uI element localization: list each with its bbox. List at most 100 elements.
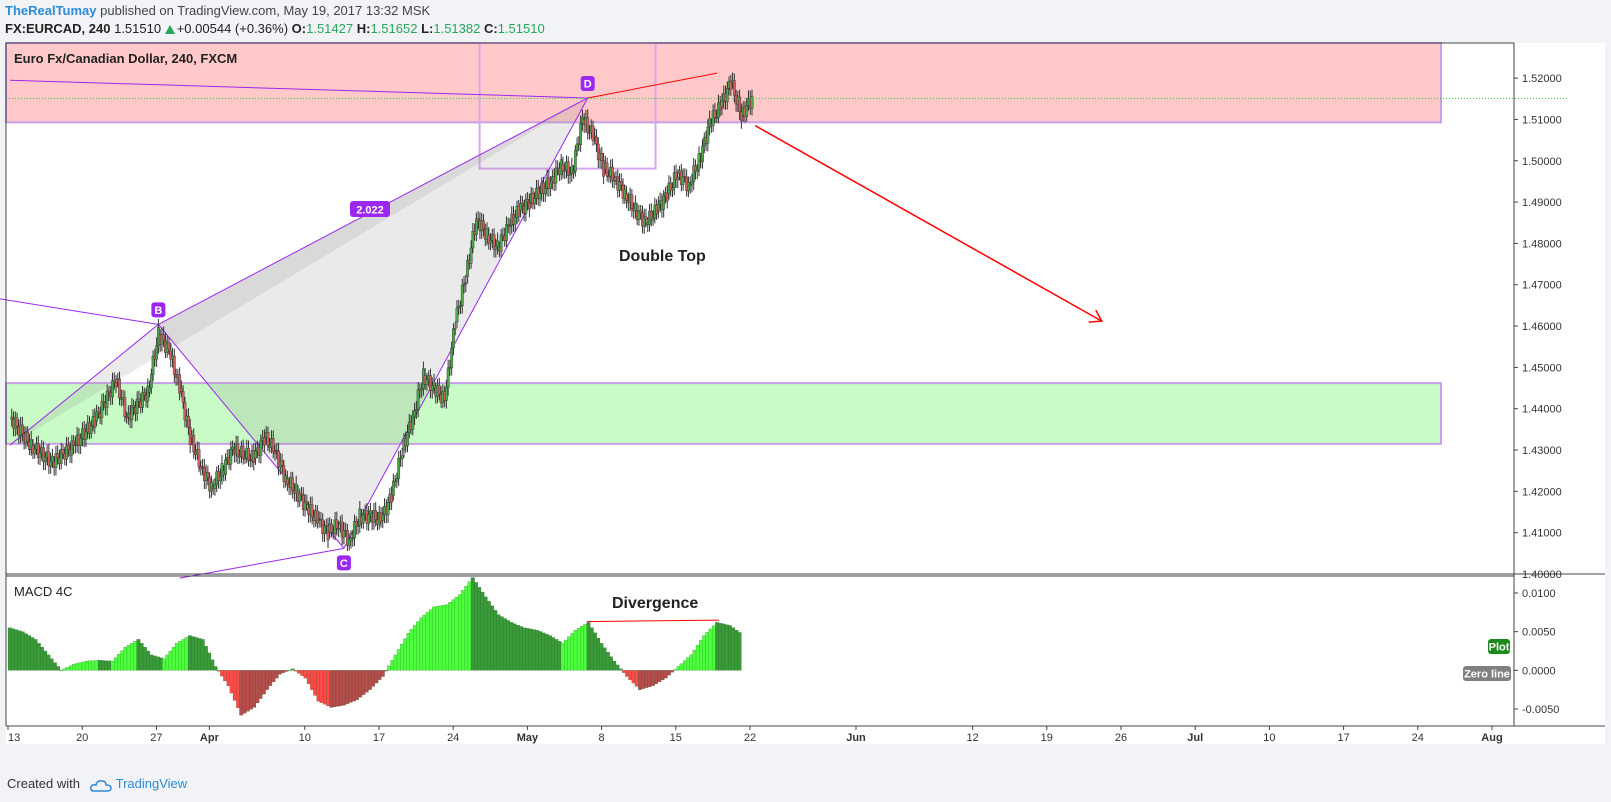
macd-bar: [249, 670, 253, 710]
double-top-line: [587, 72, 718, 99]
macd-bar: [602, 647, 607, 671]
support-zone: [5, 382, 1442, 445]
macd-tick-label: 0.0100: [1522, 588, 1556, 600]
macd-bar: [670, 670, 674, 673]
macd-bar: [226, 670, 231, 686]
candle-body: [217, 471, 220, 481]
candle-body: [711, 110, 715, 127]
candle-body: [51, 455, 54, 462]
macd-tick-label: -0.0050: [1522, 704, 1559, 716]
macd-bar: [171, 647, 176, 671]
macd-bar: [390, 660, 395, 671]
candle-body: [42, 447, 45, 463]
candle-body: [282, 465, 286, 482]
macd-bar: [519, 626, 523, 671]
macd-bar: [168, 650, 173, 671]
candle-body: [579, 123, 583, 145]
author-link[interactable]: TheRealTumay: [5, 3, 97, 18]
macd-bar: [142, 647, 147, 671]
macd-bar: [435, 606, 440, 671]
candle-body: [732, 80, 736, 96]
candle-body: [533, 198, 537, 205]
macd-bar: [271, 670, 276, 683]
macd-bar: [216, 670, 221, 672]
candle-body: [179, 387, 183, 392]
candle-body: [455, 307, 459, 323]
candle-body: [178, 374, 181, 394]
candle-body: [519, 203, 522, 211]
candle-body: [111, 380, 114, 398]
candle-body: [715, 117, 719, 119]
macd-bar: [358, 670, 363, 698]
macd-bar: [68, 665, 73, 671]
candle-body: [229, 448, 233, 465]
candle-body: [452, 328, 455, 349]
candle-body: [135, 398, 139, 414]
macd-bar: [194, 637, 199, 671]
candle-body: [49, 460, 53, 467]
candle-body: [199, 466, 203, 470]
macd-bar: [554, 639, 559, 671]
macd-bar: [130, 643, 134, 671]
candle-body: [356, 525, 360, 527]
candle-body: [459, 305, 462, 307]
candle-body: [303, 501, 307, 510]
candle-body: [73, 444, 77, 447]
candle-body: [420, 388, 424, 391]
macd-bar: [724, 624, 729, 671]
macd-bar: [493, 610, 498, 671]
candle-body: [720, 100, 724, 108]
tradingview-link[interactable]: TradingView: [115, 776, 188, 791]
candle-body: [151, 355, 155, 375]
candle-body: [570, 165, 574, 175]
double-top-label: Double Top: [619, 248, 706, 265]
macd-bar: [429, 609, 433, 671]
candle-body: [506, 224, 510, 227]
candle-body: [93, 416, 97, 428]
macd-bar: [673, 669, 678, 671]
candle-body: [61, 449, 65, 454]
macd-bar: [737, 632, 742, 671]
candle-body: [187, 415, 190, 428]
macd-bar: [146, 650, 150, 671]
candle-body: [573, 150, 577, 172]
macd-bar: [531, 629, 536, 671]
candle-body: [607, 175, 611, 178]
macd-bar: [445, 604, 449, 671]
macd-zero-line-label: Zero line: [1464, 669, 1510, 681]
candle-body: [95, 411, 98, 422]
macd-bar: [644, 670, 649, 688]
point-c-label: C: [340, 558, 348, 570]
price-tick-label: 1.51000: [1522, 114, 1562, 126]
macd-bar: [178, 641, 183, 671]
candle-body: [425, 379, 429, 385]
target-arrow-line: [754, 124, 1103, 322]
candle-body: [453, 328, 457, 330]
candle-body: [291, 477, 295, 491]
candle-body: [349, 538, 353, 542]
macd-bar: [20, 631, 25, 671]
candle-body: [508, 225, 512, 228]
macd-bar: [393, 654, 398, 671]
symbol-label[interactable]: FX:EURCAD, 240: [5, 21, 111, 36]
macd-bar: [380, 670, 385, 677]
macd-bar: [400, 643, 404, 671]
macd-bar: [236, 670, 240, 708]
macd-bar: [567, 636, 572, 671]
macd-bar: [367, 670, 372, 690]
macd-bar: [139, 643, 144, 671]
macd-bar: [599, 643, 604, 671]
candle-body: [337, 528, 340, 530]
macd-bar: [705, 632, 710, 671]
candle-body: [65, 444, 68, 460]
candle-body: [148, 387, 151, 393]
candle-body: [625, 193, 628, 201]
macd-bar: [210, 659, 215, 671]
macd-bar: [322, 670, 327, 705]
macd-bar: [457, 594, 462, 671]
macd-bar: [638, 670, 642, 690]
candle-body: [674, 172, 678, 181]
candle-body: [275, 449, 279, 452]
macd-bar: [52, 662, 57, 671]
